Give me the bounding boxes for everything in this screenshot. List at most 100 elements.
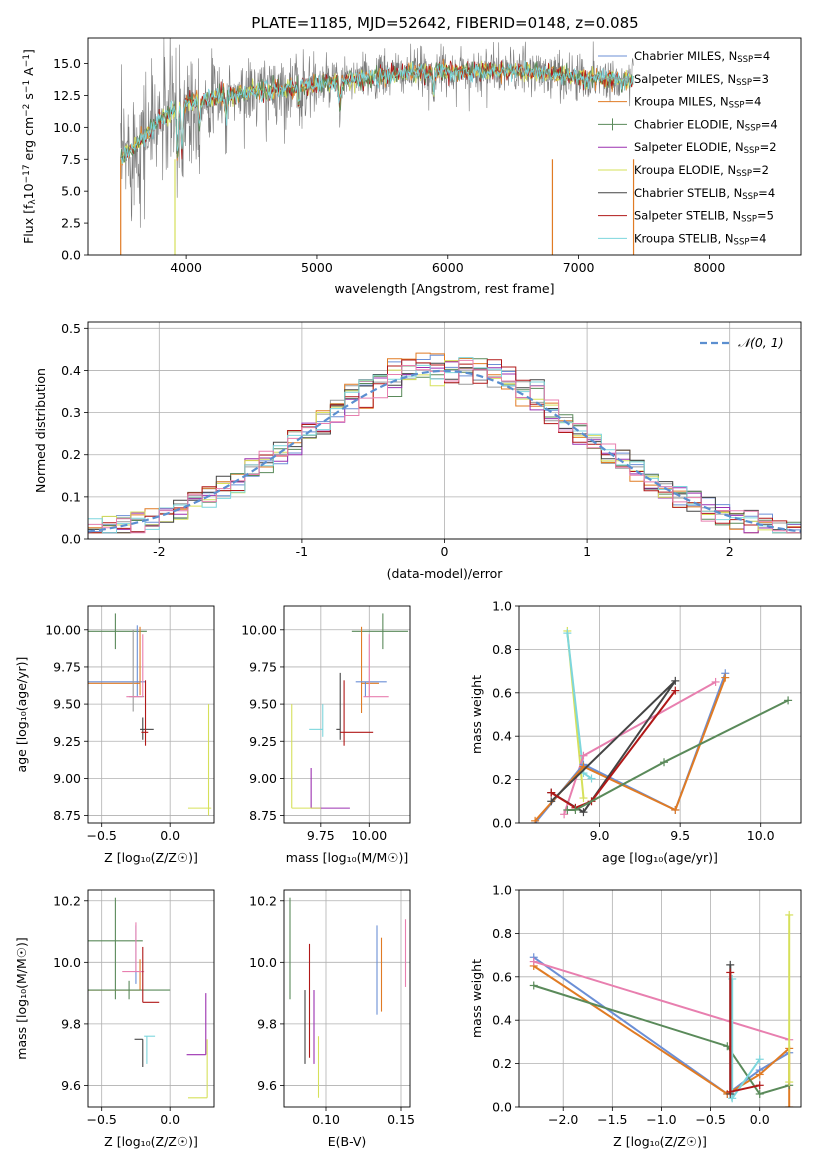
legend-n-prefix: , N <box>713 95 729 109</box>
mass_vs_Z-chart-grid <box>88 890 214 1107</box>
y-tick-label: 10.00 <box>241 622 277 637</box>
y-tick-label: 0.1 <box>61 489 81 504</box>
age_vs_mass-chart-grid <box>284 606 410 823</box>
y-axis-label-part: s <box>21 93 36 104</box>
residuals-chart: -2 -1 0 1 2 0.0 0.1 0.2 0.3 0.4 0.5 (data-model)/er… <box>33 321 802 581</box>
error-cross <box>126 634 144 698</box>
y-tick-label: 0.4 <box>492 729 512 744</box>
error-cross <box>144 1035 156 1064</box>
y-tick-label: 1.0 <box>492 883 512 898</box>
y-axis-label: Flux [fλ10−17 erg cm−2 s−1 A−1] <box>21 49 38 244</box>
point-marker <box>784 696 793 705</box>
axes-frame <box>283 889 411 1108</box>
point-marker <box>579 808 588 817</box>
error-cross <box>351 613 409 650</box>
spectrum-chart-ticks: 4000 5000 6000 7000 8000 0.0 2.5 5.0 7.5 10.0 12.5… <box>53 56 725 275</box>
legend-n-prefix: , N <box>721 49 737 63</box>
point-marker <box>529 957 538 966</box>
mass_vs_EBV-chart-plot <box>289 897 407 1098</box>
y-axis-label: mass weight <box>469 675 484 754</box>
mass-weight-line-7 <box>567 699 789 811</box>
point-marker <box>785 1078 794 1087</box>
legend-label: Chabrier STELIB, NSSP=4 <box>634 186 775 202</box>
y-axis-label-part: −1 <box>22 54 32 67</box>
point-marker <box>579 751 588 760</box>
legend-n-prefix: , N <box>718 231 734 245</box>
legend-n-eq: = <box>744 95 754 109</box>
x-tick-label: 0 <box>441 544 449 559</box>
axes-frame <box>87 605 215 824</box>
legend-n-subscript: SSP <box>744 146 760 156</box>
x-tick-label: -2 <box>153 544 165 559</box>
point-marker <box>755 1070 764 1079</box>
x-axis-label: Z [log₁₀(Z/Z☉)] <box>613 1134 707 1149</box>
y-tick-label: 9.25 <box>53 734 81 749</box>
error-cross <box>363 634 389 698</box>
age_vs_mass-chart: 9.75 10.00 8.75 9.00 9.25 9.50 9.75 10.00 mass [… <box>241 605 411 865</box>
axes-frame <box>518 889 802 1108</box>
weight_vs_age-chart-plot <box>531 626 793 823</box>
axes-frame <box>87 37 802 256</box>
error-cross <box>134 1038 144 1067</box>
legend-label: Salpeter ELODIE, NSSP=2 <box>634 140 777 156</box>
legend-label: Chabrier ELODIE, NSSP=4 <box>634 117 778 133</box>
x-tick-label: 0.15 <box>387 1112 415 1127</box>
legend-n-prefix: , N <box>720 163 736 177</box>
x-tick-label: −0.5 <box>695 1112 725 1127</box>
x-tick-label: 0.0 <box>160 1112 180 1127</box>
legend-n-subscript: SSP <box>736 78 752 88</box>
mass_vs_EBV-chart: 0.10 0.15 9.6 9.8 10.0 10.2 E(B-V) <box>249 889 415 1149</box>
mass_vs_Z-chart: −0.5 0.0 9.6 9.8 10.0 10.2 Z [log₁₀(Z/Z☉)] mass… <box>14 889 215 1149</box>
y-tick-label: 7.5 <box>61 152 81 167</box>
age_vs_Z-chart-grid <box>88 606 214 823</box>
legend-n-value: 4 <box>768 186 775 200</box>
legend-n-prefix: , N <box>725 209 741 223</box>
legend-n-value: 2 <box>762 163 769 177</box>
error-cross <box>141 680 149 746</box>
residuals-chart-plot <box>88 352 801 539</box>
point-marker <box>563 805 572 814</box>
mass_vs_Z-chart-plot <box>88 897 208 1099</box>
point-marker <box>529 981 538 990</box>
axes-frame <box>87 321 802 540</box>
x-tick-label: 10.00 <box>351 828 387 843</box>
y-tick-label: 10.0 <box>249 955 277 970</box>
legend-label: Salpeter MILES, NSSP=3 <box>634 72 769 88</box>
x-tick-label: 2 <box>726 544 734 559</box>
mass-weight-line-4 <box>731 979 761 1102</box>
y-tick-label: 2.5 <box>61 216 81 231</box>
error-cross <box>142 946 160 1003</box>
y-tick-label: 9.75 <box>249 659 277 674</box>
y-axis-label: age [log₁₀(age/yr)] <box>14 657 29 773</box>
error-cross <box>186 993 207 1056</box>
legend-name: Kroupa ELODIE <box>634 163 720 177</box>
x-axis-label: Z [log₁₀(Z/Z☉)] <box>104 850 198 865</box>
y-tick-label: 10.2 <box>53 893 81 908</box>
point-marker <box>660 758 669 767</box>
x-tick-label: 0.0 <box>750 1112 770 1127</box>
legend-n-prefix: , N <box>729 117 745 131</box>
y-tick-label: 8.75 <box>53 808 81 823</box>
y-tick-label: 9.75 <box>53 659 81 674</box>
x-tick-label: −1.5 <box>597 1112 627 1127</box>
point-marker <box>721 673 730 682</box>
x-axis-label: wavelength [Angstrom, rest frame] <box>334 281 554 296</box>
error-cross <box>88 626 141 696</box>
error-cross <box>187 704 212 816</box>
y-tick-label: 0.0 <box>492 816 512 831</box>
age_vs_mass-chart-plot <box>291 613 409 809</box>
y-axis-label: mass weight <box>469 959 484 1038</box>
legend-n-subscript: SSP <box>729 101 745 111</box>
x-axis-label: mass [log₁₀(M/M☉)] <box>286 850 408 865</box>
point-marker <box>671 686 680 695</box>
residuals-chart-ticks: -2 -1 0 1 2 0.0 0.1 0.2 0.3 0.4 0.5 <box>61 321 734 559</box>
error-cross <box>88 959 141 991</box>
legend-name: Salpeter STELIB <box>634 209 725 223</box>
point-marker <box>755 1089 764 1098</box>
x-tick-label: 9.75 <box>307 828 335 843</box>
y-tick-label: 10.2 <box>249 893 277 908</box>
y-tick-label: 1.0 <box>492 599 512 614</box>
error-cross <box>187 1039 208 1099</box>
point-marker <box>587 774 596 783</box>
